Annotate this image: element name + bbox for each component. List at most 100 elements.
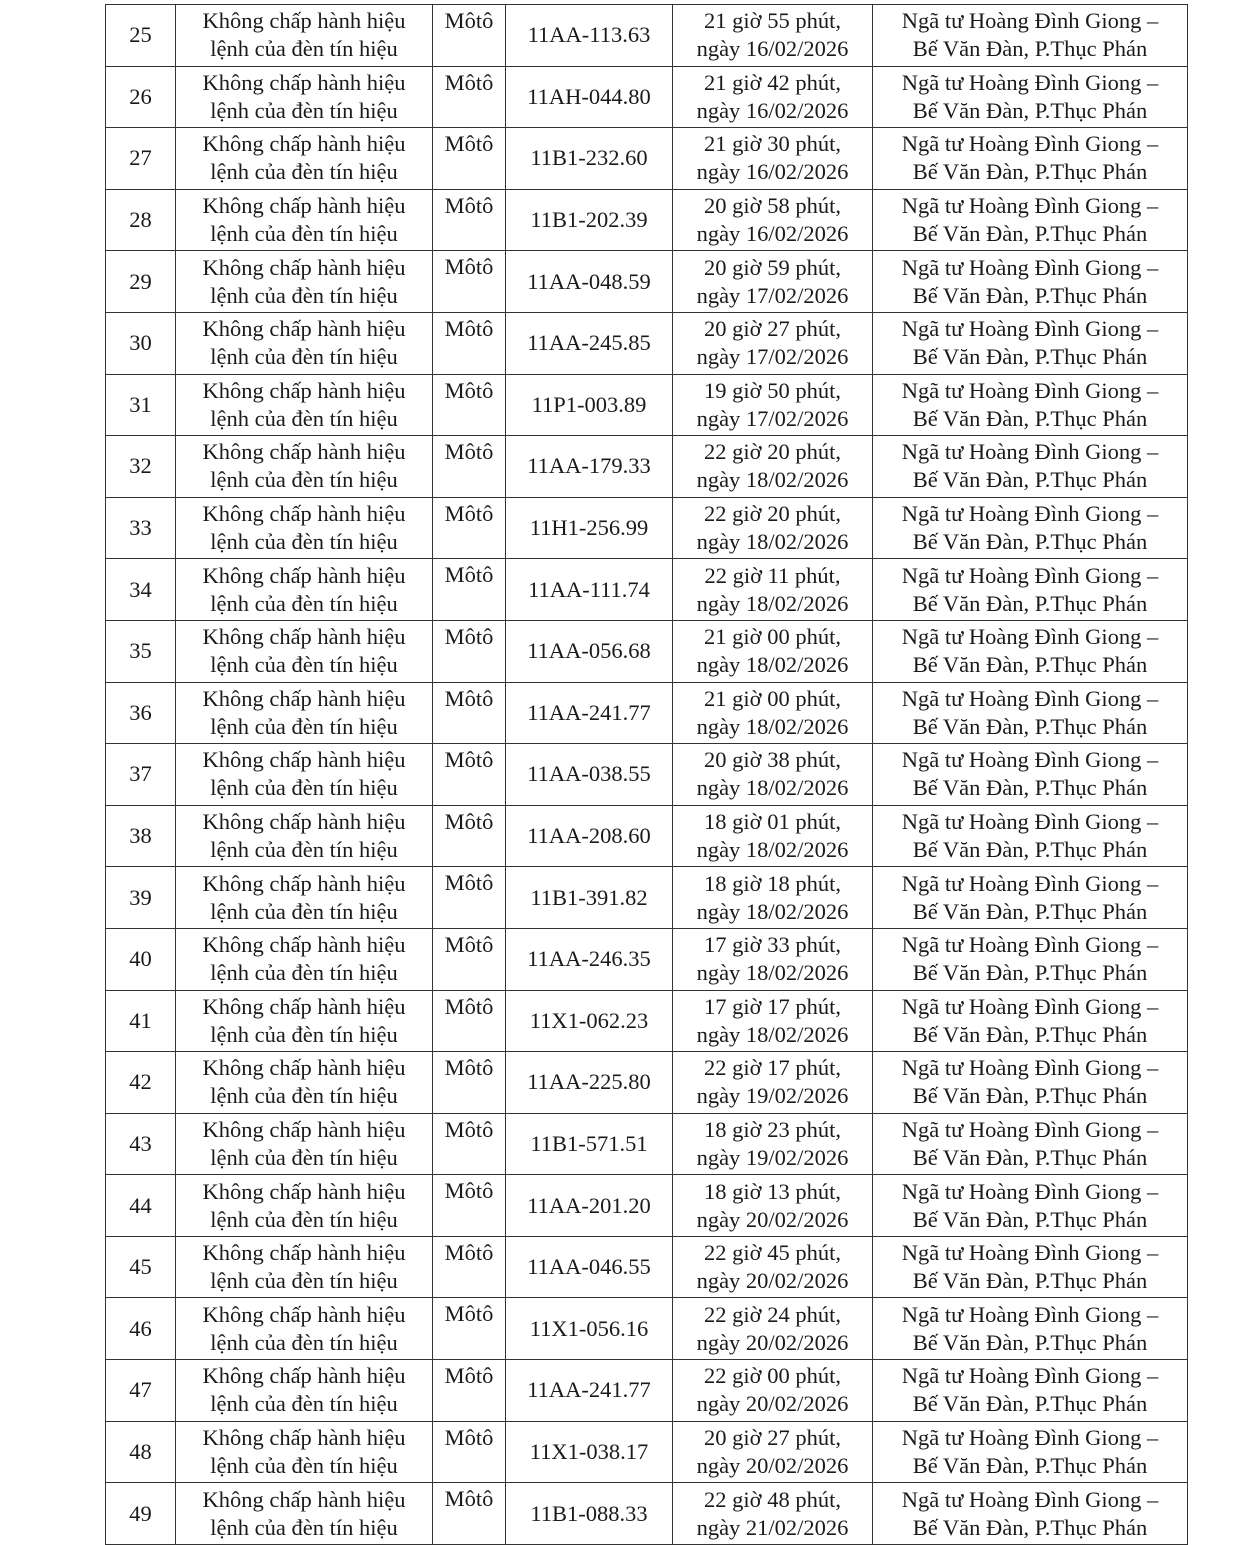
violation-time-cell-line: 21 giờ 30 phút, <box>704 131 841 157</box>
table-row: 47 Không chấp hành hiệu lệnh của đèn tín h… <box>105 1359 1188 1422</box>
violation-time-cell: 22 giờ 45 phút, ngày 20/02/2026 <box>672 1235 873 1299</box>
violation-cell-line: Không chấp hành hiệu <box>202 1486 406 1512</box>
table-row: 25 Không chấp hành hiệu lệnh của đèn tín h… <box>105 4 1188 67</box>
violation-cell-line: Không chấp hành hiệu <box>202 69 406 95</box>
vehicle-type-cell: Môtô <box>432 804 506 868</box>
violation-cell-line: lệnh của đèn tín hiệu <box>210 529 398 555</box>
location-cell-line: Ngã tư Hoàng Đình Giong – <box>901 932 1159 958</box>
location-cell-line: Bế Văn Đàn, P.Thục Phán <box>912 898 1148 924</box>
location-cell-line: Ngã tư Hoàng Đình Giong – <box>901 377 1159 403</box>
row-number: 35 <box>105 619 176 683</box>
license-plate-cell: 11AA-225.80 <box>505 1051 673 1114</box>
violation-time-cell: 21 giờ 00 phút, ngày 18/02/2026 <box>672 619 873 683</box>
violation-cell-line: lệnh của đèn tín hiệu <box>210 1452 398 1478</box>
location-cell-line: Ngã tư Hoàng Đình Giong – <box>901 1116 1159 1142</box>
violation-cell-line: Không chấp hành hiệu <box>202 377 406 403</box>
license-plate-cell: 11AA-208.60 <box>505 804 673 868</box>
location-cell-line: Bế Văn Đàn, P.Thục Phán <box>912 159 1148 185</box>
location-cell-line: Bế Văn Đàn, P.Thục Phán <box>912 590 1148 616</box>
violation-cell-line: lệnh của đèn tín hiệu <box>210 960 398 986</box>
location-cell: Ngã tư Hoàng Đình Giong – Bế Văn Đàn, P.T… <box>872 496 1188 560</box>
location-cell-line: Ngã tư Hoàng Đình Giong – <box>901 685 1159 711</box>
violation-cell-line: Không chấp hành hiệu <box>202 131 406 157</box>
violation-cell-line: lệnh của đèn tín hiệu <box>210 1268 398 1294</box>
violation-cell-line: lệnh của đèn tín hiệu <box>210 1514 398 1540</box>
location-cell: Ngã tư Hoàng Đình Giong – Bế Văn Đàn, P.T… <box>872 681 1188 745</box>
row-number: 46 <box>105 1297 176 1361</box>
violation-time-cell-line: 21 giờ 55 phút, <box>704 8 841 34</box>
violation-time-cell-line: ngày 21/02/2026 <box>696 1514 849 1540</box>
violation-time-cell: 21 giờ 30 phút, ngày 16/02/2026 <box>672 127 873 190</box>
location-cell-line: Bế Văn Đàn, P.Thục Phán <box>912 1452 1148 1478</box>
violation-cell-line: lệnh của đèn tín hiệu <box>210 344 398 370</box>
vehicle-type-cell: Môtô <box>432 435 506 498</box>
violation-cell: Không chấp hành hiệu lệnh của đèn tín hiệ… <box>175 1420 433 1484</box>
violation-time-cell: 22 giờ 00 phút, ngày 20/02/2026 <box>672 1359 873 1422</box>
table-row: 36 Không chấp hành hiệu lệnh của đèn tín h… <box>105 681 1188 745</box>
violation-cell-line: lệnh của đèn tín hiệu <box>210 1021 398 1047</box>
table-row: 38 Không chấp hành hiệu lệnh của đèn tín h… <box>105 804 1188 868</box>
violation-cell: Không chấp hành hiệu lệnh của đèn tín hiệ… <box>175 435 433 498</box>
violation-time-cell-line: 22 giờ 48 phút, <box>704 1486 841 1512</box>
table-row: 46 Không chấp hành hiệu lệnh của đèn tín h… <box>105 1297 1188 1361</box>
violation-cell-line: lệnh của đèn tín hiệu <box>210 1391 398 1417</box>
violation-cell: Không chấp hành hiệu lệnh của đèn tín hiệ… <box>175 1112 433 1176</box>
violation-time-cell-line: ngày 17/02/2026 <box>696 282 849 308</box>
vehicle-type-cell: Môtô <box>432 127 506 190</box>
violation-time-cell: 22 giờ 11 phút, ngày 18/02/2026 <box>672 558 873 621</box>
location-cell-line: Bế Văn Đàn, P.Thục Phán <box>912 282 1148 308</box>
violation-cell: Không chấp hành hiệu lệnh của đèn tín hiệ… <box>175 4 433 67</box>
violation-cell-line: lệnh của đèn tín hiệu <box>210 713 398 739</box>
violation-time-cell-line: 17 giờ 17 phút, <box>704 993 841 1019</box>
row-number: 43 <box>105 1112 176 1176</box>
location-cell-line: Ngã tư Hoàng Đình Giong – <box>901 8 1159 34</box>
row-number: 48 <box>105 1420 176 1484</box>
violation-time-cell: 22 giờ 24 phút, ngày 20/02/2026 <box>672 1297 873 1361</box>
violation-time-cell: 21 giờ 00 phút, ngày 18/02/2026 <box>672 681 873 745</box>
location-cell-line: Bế Văn Đàn, P.Thục Phán <box>912 1391 1148 1417</box>
location-cell: Ngã tư Hoàng Đình Giong – Bế Văn Đàn, P.T… <box>872 1359 1188 1422</box>
violation-time-cell-line: ngày 18/02/2026 <box>696 775 849 801</box>
license-plate-cell: 11AA-241.77 <box>505 1359 673 1422</box>
violation-time-cell-line: ngày 19/02/2026 <box>696 1144 849 1170</box>
location-cell-line: Bế Văn Đàn, P.Thục Phán <box>912 1329 1148 1355</box>
violation-time-cell-line: 21 giờ 42 phút, <box>704 69 841 95</box>
table-row: 27 Không chấp hành hiệu lệnh của đèn tín h… <box>105 127 1188 190</box>
violation-cell: Không chấp hành hiệu lệnh của đèn tín hiệ… <box>175 311 433 375</box>
violation-cell-line: Không chấp hành hiệu <box>202 254 406 280</box>
row-number: 27 <box>105 127 176 190</box>
license-plate-cell: 11AA-056.68 <box>505 619 673 683</box>
violation-cell-line: Không chấp hành hiệu <box>202 685 406 711</box>
license-plate-cell: 11H1-256.99 <box>505 496 673 560</box>
violation-time-cell-line: ngày 18/02/2026 <box>696 467 849 493</box>
table-row: 32 Không chấp hành hiệu lệnh của đèn tín h… <box>105 435 1188 498</box>
violation-cell: Không chấp hành hiệu lệnh của đèn tín hiệ… <box>175 804 433 868</box>
violation-cell-line: Không chấp hành hiệu <box>202 747 406 773</box>
table-row: 45 Không chấp hành hiệu lệnh của đèn tín h… <box>105 1235 1188 1299</box>
license-plate-cell: 11P1-003.89 <box>505 373 673 437</box>
location-cell-line: Ngã tư Hoàng Đình Giong – <box>901 131 1159 157</box>
location-cell: Ngã tư Hoàng Đình Giong – Bế Văn Đàn, P.T… <box>872 1051 1188 1114</box>
location-cell: Ngã tư Hoàng Đình Giong – Bế Văn Đàn, P.T… <box>872 373 1188 437</box>
location-cell: Ngã tư Hoàng Đình Giong – Bế Văn Đàn, P.T… <box>872 989 1188 1053</box>
vehicle-type-cell: Môtô <box>432 927 506 991</box>
row-number: 28 <box>105 188 176 252</box>
violation-cell: Không chấp hành hiệu lệnh của đèn tín hiệ… <box>175 558 433 621</box>
location-cell-line: Ngã tư Hoàng Đình Giong – <box>901 809 1159 835</box>
violation-time-cell-line: ngày 20/02/2026 <box>696 1268 849 1294</box>
violation-time-cell-line: ngày 16/02/2026 <box>696 221 849 247</box>
location-cell-line: Bế Văn Đàn, P.Thục Phán <box>912 775 1148 801</box>
vehicle-type-cell: Môtô <box>432 1112 506 1176</box>
violation-time-cell-line: 20 giờ 59 phút, <box>704 254 841 280</box>
violation-cell-line: Không chấp hành hiệu <box>202 501 406 527</box>
violation-time-cell-line: 22 giờ 17 phút, <box>704 1055 841 1081</box>
location-cell-line: Bế Văn Đàn, P.Thục Phán <box>912 1206 1148 1232</box>
violation-time-cell-line: ngày 18/02/2026 <box>696 652 849 678</box>
violation-cell-line: Không chấp hành hiệu <box>202 439 406 465</box>
violation-cell-line: Không chấp hành hiệu <box>202 993 406 1019</box>
violation-time-cell: 18 giờ 13 phút, ngày 20/02/2026 <box>672 1174 873 1237</box>
vehicle-type-cell: Môtô <box>432 681 506 745</box>
location-cell-line: Bế Văn Đàn, P.Thục Phán <box>912 1144 1148 1170</box>
location-cell-line: Ngã tư Hoàng Đình Giong – <box>901 1240 1159 1266</box>
violation-cell: Không chấp hành hiệu lệnh của đèn tín hiệ… <box>175 1051 433 1114</box>
